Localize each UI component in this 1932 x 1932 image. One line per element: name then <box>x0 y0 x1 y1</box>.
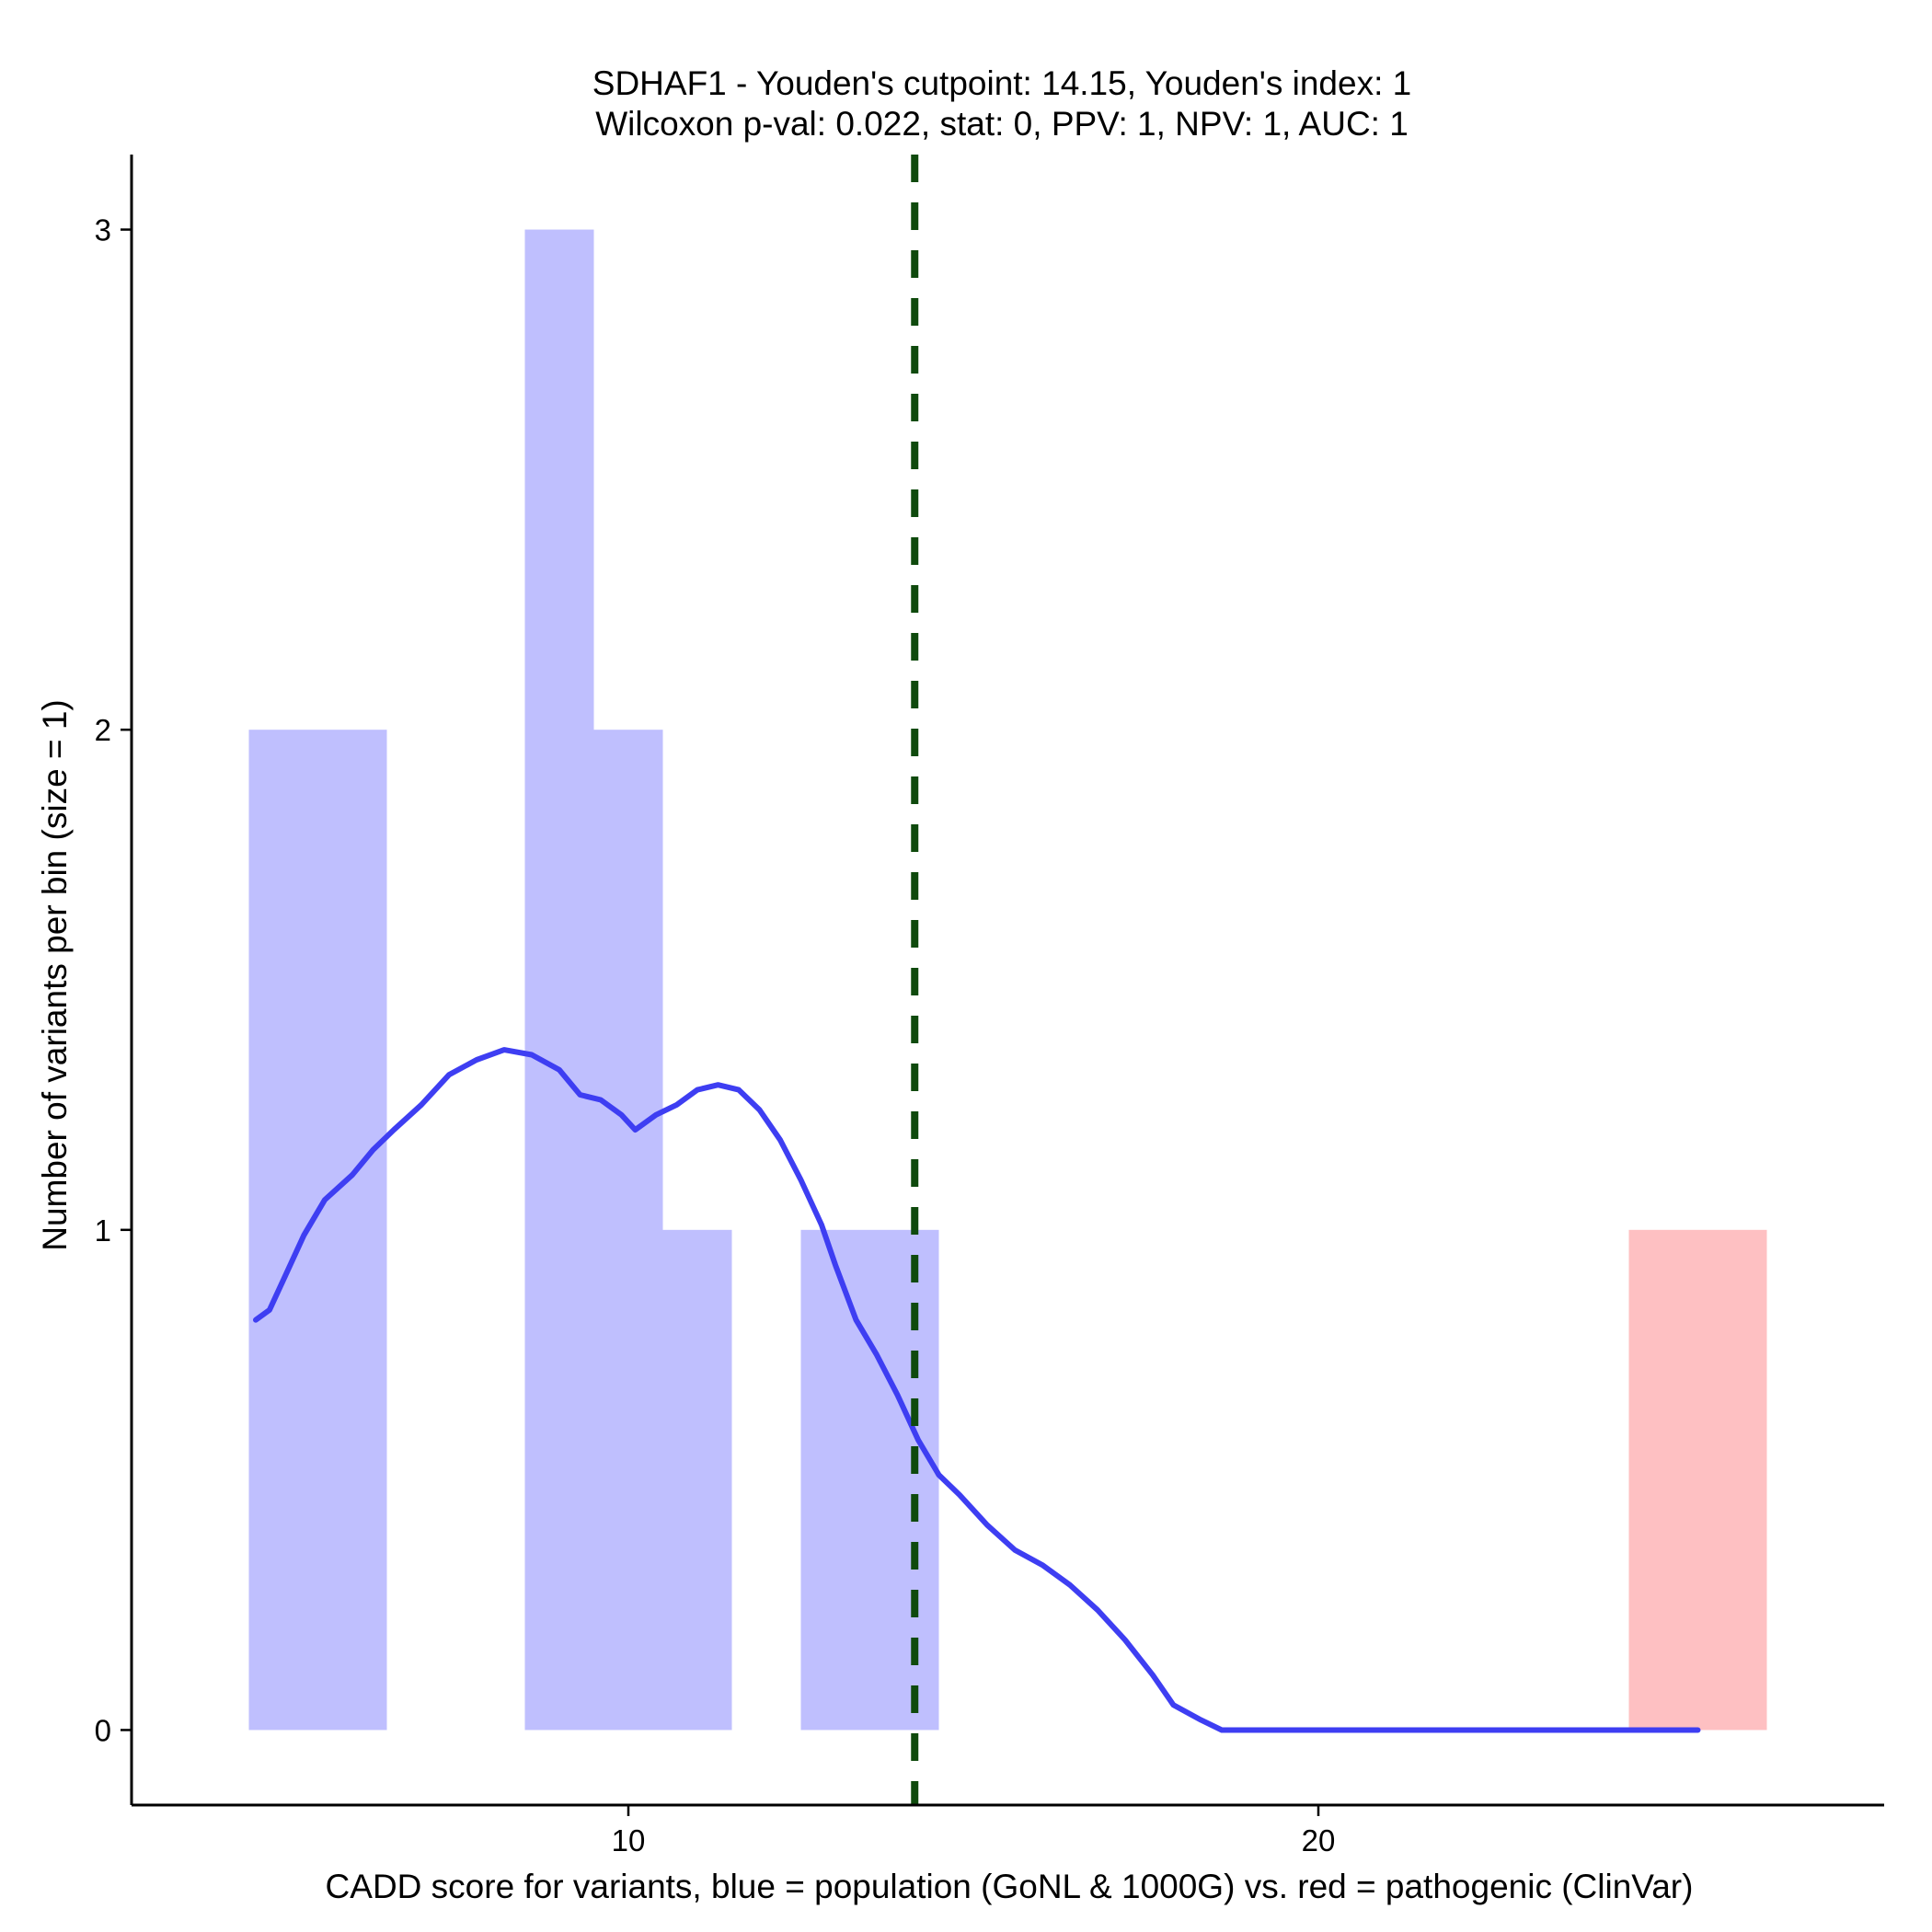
title-line-1: SDHAF1 - Youden's cutpoint: 14.15, Youde… <box>592 64 1411 102</box>
y-axis-label: Number of variants per bin (size = 1) <box>36 699 74 1250</box>
y-tick-label: 1 <box>95 1213 111 1248</box>
title-line-2: Wilcoxon p-val: 0.022, stat: 0, PPV: 1, … <box>595 105 1409 143</box>
histogram-bar <box>524 229 594 1731</box>
y-tick-label: 2 <box>95 713 111 747</box>
histogram-bar <box>593 730 663 1731</box>
histogram-bar <box>800 1229 870 1731</box>
x-axis-label: CADD score for variants, blue = populati… <box>326 1868 1694 1905</box>
histogram-bars <box>248 229 1767 1731</box>
density-curve-group <box>253 1047 1701 1733</box>
histogram-bar <box>662 1229 732 1731</box>
x-tick-label: 10 <box>612 1823 646 1857</box>
axes: 0 1 2 3 10 20 <box>95 155 1884 1857</box>
y-ticks: 0 1 2 3 <box>95 213 132 1747</box>
x-ticks: 10 20 <box>612 1805 1336 1857</box>
histogram-bar <box>1628 1229 1698 1731</box>
y-tick-label: 0 <box>95 1713 111 1747</box>
histogram-bar <box>1697 1229 1767 1731</box>
chart-title: SDHAF1 - Youden's cutpoint: 14.15, Youde… <box>592 64 1411 143</box>
y-tick-label: 3 <box>95 213 111 247</box>
histogram-bar <box>317 730 387 1731</box>
histogram-bar <box>869 1229 939 1731</box>
x-tick-label: 20 <box>1302 1823 1336 1857</box>
density-curve <box>253 1047 1701 1733</box>
